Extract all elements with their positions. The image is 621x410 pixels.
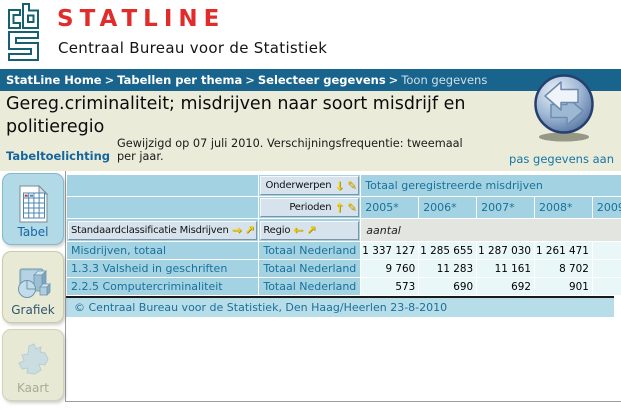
stub-header-spacer [67, 197, 259, 218]
back-arrow-icon [544, 81, 579, 111]
arrow-up-right-icon: ↗ [306, 223, 316, 237]
data-cell: . [592, 278, 621, 295]
year-column-header: 2008* [534, 197, 592, 218]
data-cell: 11 283 [419, 260, 477, 277]
data-cell: 1 287 030 [477, 242, 534, 259]
year-column-header: 2009* [592, 197, 621, 218]
table-row: Misdrijven, totaal Totaal Nederland 1 33… [67, 242, 621, 259]
sidebar-label-tabel: Tabel [17, 225, 49, 239]
sidebar-label-grafiek: Grafiek [11, 303, 55, 317]
data-cell: 1 261 471 [534, 242, 592, 259]
edit-icon: ✎ [347, 179, 357, 192]
map-icon [18, 343, 49, 375]
pivot-cell: Perioden ↑ ✎ [259, 197, 361, 218]
stub-label: Standaardclassificatie Misdrijven [71, 224, 229, 236]
table-meta-text: Gewijzigd op 07 juli 2010. Verschijnings… [117, 137, 463, 163]
column-group-header: Totaal geregistreerde misdrijven [361, 175, 621, 196]
data-cell: . [592, 242, 621, 259]
perioden-pivot-button[interactable]: Perioden ↑ ✎ [260, 198, 360, 217]
year-column-header: 2005* [361, 197, 419, 218]
breadcrumb-separator: > [245, 73, 255, 87]
data-cell: 692 [477, 278, 534, 295]
arrow-right-icon: → [231, 223, 242, 237]
breadcrumb-separator: > [388, 73, 399, 87]
data-cell: 1 337 127 [361, 242, 419, 259]
standaardclassificatie-pivot-button[interactable]: Standaardclassificatie Misdrijven → ↗ [68, 220, 258, 240]
stub-header-spacer [67, 175, 259, 196]
brand-title: STATLINE [57, 6, 226, 32]
regio-label: Regio [263, 224, 291, 236]
title-panel: Gereg.criminaliteit; misdrijven naar soo… [0, 91, 621, 171]
breadcrumb-link-selecteer[interactable]: Selecteer gegevens [257, 73, 386, 87]
pivot-cell: Standaardclassificatie Misdrijven → ↗ [67, 219, 259, 241]
sidebar-item-tabel[interactable]: Tabel [2, 173, 64, 245]
sidebar-item-grafiek[interactable]: Grafiek [2, 251, 64, 323]
data-cell: 11 161 [477, 260, 534, 277]
data-cell: . [592, 260, 621, 277]
breadcrumb: StatLine Home > Tabellen per thema > Selecte… [0, 69, 621, 91]
breadcrumb-current: Toon gegevens [401, 73, 488, 87]
data-cell: 9 760 [361, 260, 419, 277]
arrow-up-icon: ↑ [334, 200, 345, 215]
pivot-cell: Onderwerpen ↓ ✎ [259, 175, 361, 196]
copyright-footer: © Centraal Bureau voor de Statistiek, De… [66, 296, 614, 317]
row-label: 1.3.3 Valsheid in geschriften [67, 260, 259, 277]
chart-icon [18, 268, 51, 298]
arrow-up-right-icon: ↗ [244, 223, 255, 237]
data-table: Onderwerpen ↓ ✎ Totaal geregistreerde mi… [66, 174, 621, 296]
data-cell: 901 [534, 278, 592, 295]
breadcrumb-separator: > [104, 73, 115, 87]
arrow-down-icon: ↓ [334, 178, 345, 193]
pivot-cell: Regio ← ↗ [259, 219, 361, 241]
unit-header: aantal [361, 219, 621, 241]
data-cell: 1 285 655 [419, 242, 477, 259]
data-cell: 8 702 [534, 260, 592, 277]
regio-pivot-button[interactable]: Regio ← ↗ [260, 220, 360, 240]
row-label: Misdrijven, totaal [67, 242, 259, 259]
year-column-header: 2007* [477, 197, 534, 218]
brand-subtitle: Centraal Bureau voor de Statistiek [58, 39, 328, 57]
breadcrumb-link-thema[interactable]: Tabellen per thema [117, 73, 243, 87]
tabeltoelichting-link[interactable]: Tabeltoelichting [6, 149, 111, 163]
onderwerpen-pivot-button[interactable]: Onderwerpen ↓ ✎ [260, 176, 360, 195]
table-row: 2.2.5 Computercriminaliteit Totaal Neder… [67, 278, 621, 295]
row-region: Totaal Nederland [259, 260, 361, 277]
onderwerpen-label: Onderwerpen [265, 180, 332, 191]
arrow-left-icon: ← [293, 223, 304, 237]
sidebar-label-kaart: Kaart [16, 381, 49, 395]
table-icon [19, 185, 49, 223]
row-region: Totaal Nederland [259, 242, 361, 259]
data-cell: 690 [419, 278, 477, 295]
breadcrumb-link-home[interactable]: StatLine Home [6, 73, 102, 87]
perioden-label: Perioden [289, 202, 332, 213]
app-header: STATLINE Centraal Bureau voor de Statist… [0, 0, 621, 69]
cbs-logo-icon [8, 3, 39, 61]
table-row: 1.3.3 Valsheid in geschriften Totaal Ned… [67, 260, 621, 277]
row-region: Totaal Nederland [259, 278, 361, 295]
year-column-header: 2006* [419, 197, 477, 218]
page-title: Gereg.criminaliteit; misdrijven naar soo… [6, 94, 466, 137]
pas-gegevens-aan-link[interactable]: pas gegevens aan [509, 152, 614, 166]
data-cell: 573 [361, 278, 419, 295]
back-button[interactable] [531, 71, 597, 143]
row-label: 2.2.5 Computercriminaliteit [67, 278, 259, 295]
edit-icon: ✎ [347, 201, 357, 214]
sidebar-item-kaart: Kaart [2, 329, 64, 401]
